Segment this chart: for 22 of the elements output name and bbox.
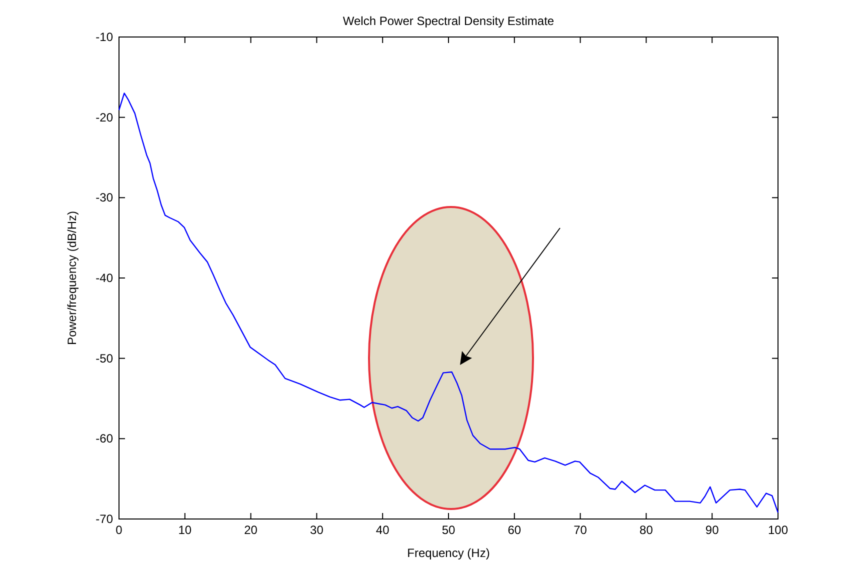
x-tick-label: 40 bbox=[376, 523, 390, 537]
x-tick-label: 80 bbox=[640, 523, 654, 537]
line-series bbox=[118, 92, 779, 514]
y-tick-label: -70 bbox=[96, 512, 114, 526]
x-tick-label: 70 bbox=[574, 523, 588, 537]
x-tick-label: 30 bbox=[310, 523, 324, 537]
chart-title: Welch Power Spectral Density Estimate bbox=[342, 14, 554, 28]
x-tick-label: 90 bbox=[705, 523, 720, 537]
x-tick-label: 100 bbox=[768, 523, 788, 537]
y-axis-title: Power/frequency (dB/Hz) bbox=[65, 210, 79, 346]
y-tick-label: -60 bbox=[96, 432, 114, 446]
y-tick-label: -20 bbox=[96, 110, 114, 124]
y-tick-label: -50 bbox=[96, 351, 114, 366]
x-tick-label: 20 bbox=[244, 523, 258, 537]
y-tick-label: -30 bbox=[96, 190, 114, 205]
x-tick-label: 50 bbox=[442, 523, 456, 537]
y-tick-label: -10 bbox=[96, 30, 114, 44]
x-tick-label: 10 bbox=[178, 523, 192, 537]
x-tick-label: 60 bbox=[508, 523, 522, 537]
y-tick-label: -40 bbox=[96, 271, 114, 285]
x-tick-label: 0 bbox=[116, 523, 123, 537]
x-axis-title: Frequency (Hz) bbox=[407, 546, 490, 560]
